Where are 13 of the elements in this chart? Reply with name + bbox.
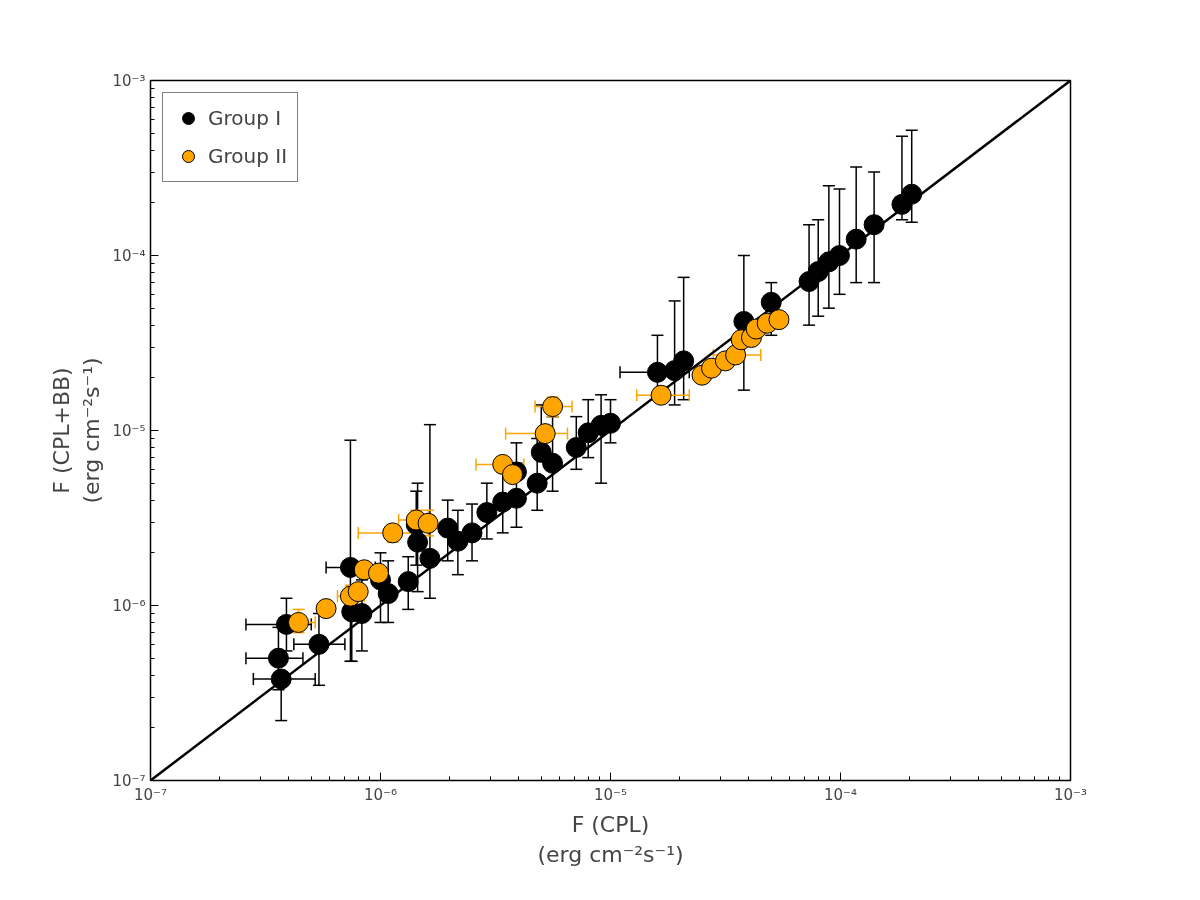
x-tick-label: 10⁻⁵ (593, 785, 628, 804)
y-tick-label: 10⁻⁴ (112, 246, 146, 265)
x-axis-title: F (CPL) (erg cm⁻²s⁻¹) (537, 811, 684, 867)
x-tick-label: 10⁻³ (1053, 785, 1088, 804)
legend-label: Group I (208, 106, 282, 130)
x-tick-label: 10⁻⁴ (823, 785, 858, 804)
y-tick-label: 10⁻⁶ (112, 596, 146, 615)
legend-label: Group II (208, 144, 288, 168)
y-tick-label: 10⁻³ (112, 71, 146, 90)
x-tick-label: 10⁻⁷ (133, 785, 168, 804)
x-tick-label: 10⁻⁶ (363, 785, 398, 804)
y-tick-label: 10⁻⁵ (112, 421, 146, 440)
y-axis-title: F (CPL+BB) (erg cm⁻²s⁻¹) (49, 357, 105, 504)
